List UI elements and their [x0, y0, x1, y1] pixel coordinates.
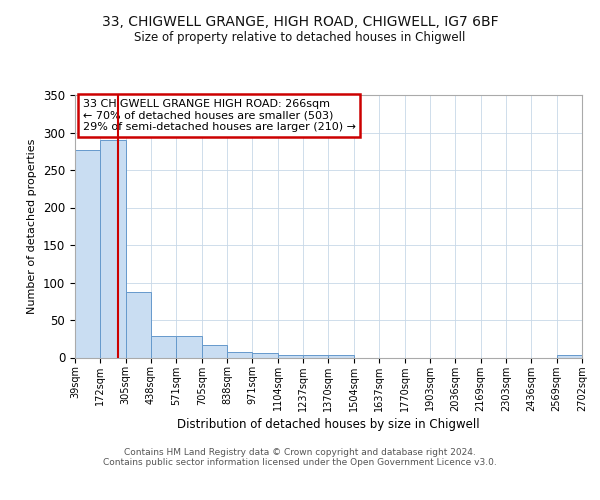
Text: Contains HM Land Registry data © Crown copyright and database right 2024.
Contai: Contains HM Land Registry data © Crown c… [103, 448, 497, 467]
Bar [557, 355, 582, 358]
Text: 33, CHIGWELL GRANGE, HIGH ROAD, CHIGWELL, IG7 6BF: 33, CHIGWELL GRANGE, HIGH ROAD, CHIGWELL… [101, 16, 499, 30]
Text: 33 CHIGWELL GRANGE HIGH ROAD: 266sqm
← 70% of detached houses are smaller (503)
: 33 CHIGWELL GRANGE HIGH ROAD: 266sqm ← 7… [83, 99, 356, 132]
Bar [151, 336, 176, 357]
Y-axis label: Number of detached properties: Number of detached properties [28, 138, 37, 314]
Bar [202, 345, 227, 358]
Bar [253, 353, 278, 358]
Text: Size of property relative to detached houses in Chigwell: Size of property relative to detached ho… [134, 31, 466, 44]
Bar [328, 354, 354, 358]
Bar [227, 352, 253, 358]
X-axis label: Distribution of detached houses by size in Chigwell: Distribution of detached houses by size … [177, 418, 480, 430]
Bar [303, 354, 328, 358]
Bar [278, 355, 303, 358]
Bar [125, 292, 151, 358]
Bar [75, 150, 100, 358]
Bar [176, 336, 202, 357]
Bar [100, 140, 125, 358]
